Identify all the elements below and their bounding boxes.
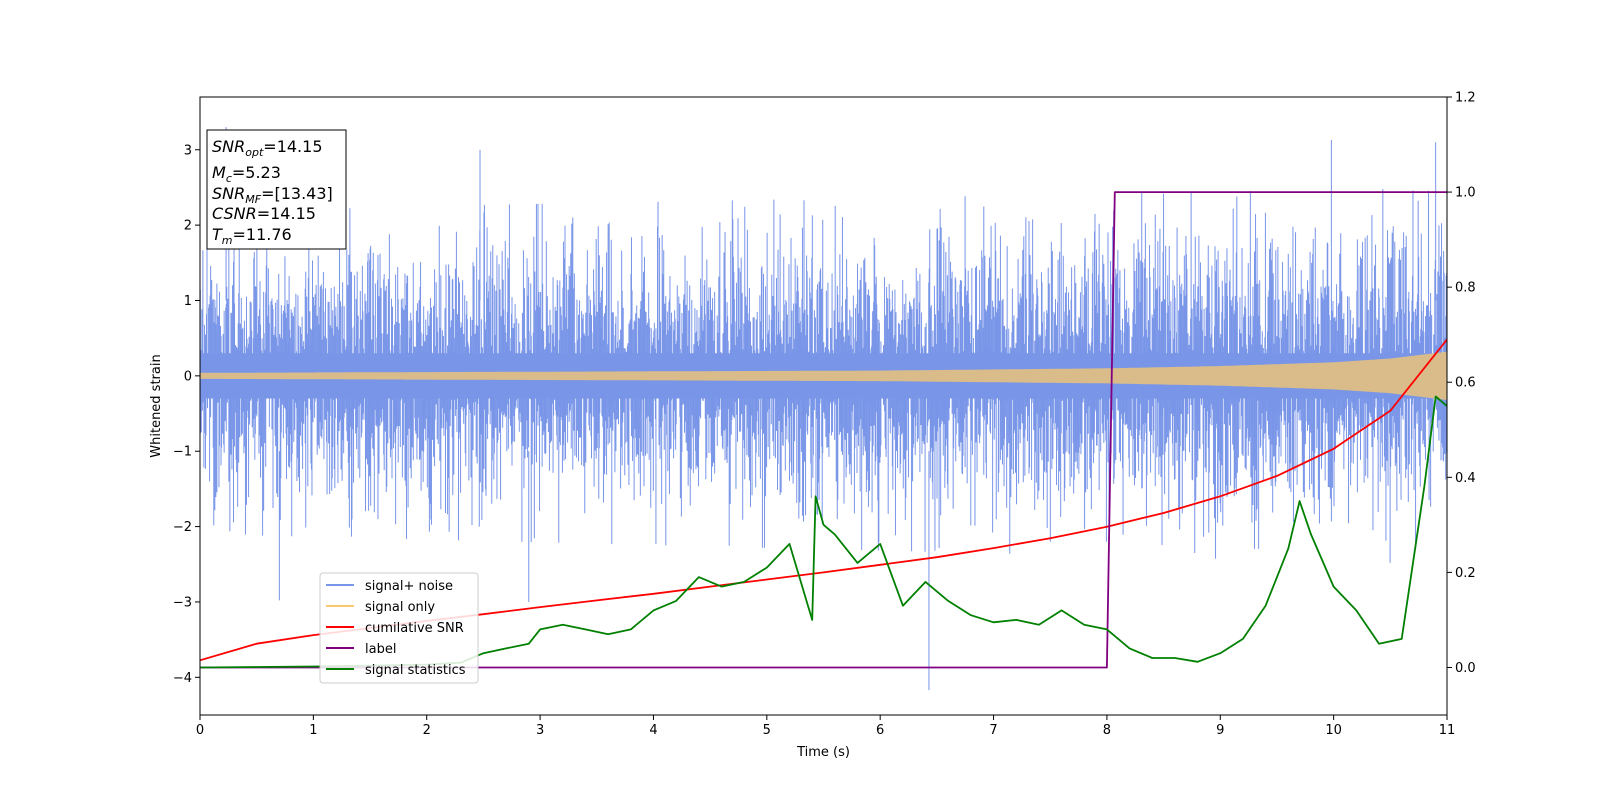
annotation-line-snr-mf: SNRMF=[13.43]	[212, 184, 333, 206]
y-tick-label: −3	[173, 595, 192, 610]
legend-frame	[319, 572, 479, 684]
y2-tick-label: 1.2	[1455, 91, 1476, 106]
y2-tick-label: 0.0	[1455, 661, 1476, 676]
legend: signal+ noise signal only cumilative SNR…	[319, 572, 479, 684]
annotation-line-mc: Mc=5.23	[212, 163, 281, 185]
y2-tick-label: 0.8	[1455, 281, 1476, 296]
axes-layer: 0 1 2 3 4 5 6 7 8 9 10 11 −4 −3 −2 −1 0 1 2 3 0.0 0.2 0.4 0.6 0.…	[173, 91, 1476, 739]
y-axis-title: Whitened strain	[149, 354, 164, 457]
plot-frame	[199, 96, 1448, 716]
y-tick-label: 2	[184, 219, 192, 234]
x-tick-label: 4	[649, 723, 657, 738]
annotation-line-snr-opt: SNRopt=14.15	[212, 137, 323, 159]
annotation-line-csnr: CSNR=14.15	[212, 204, 316, 223]
legend-label-cumulative-snr: cumilative SNR	[365, 621, 464, 636]
y-tick-label: −1	[173, 445, 192, 460]
y-tick-label: −4	[173, 671, 192, 686]
x-tick-label: 0	[196, 723, 204, 738]
annotation-line-tm: Tm=11.76	[212, 225, 292, 247]
x-tick-label: 11	[1439, 723, 1456, 738]
y-tick-label: 3	[184, 143, 192, 158]
y2-tick-label: 0.6	[1455, 376, 1476, 391]
y2-tick-label: 0.4	[1455, 471, 1476, 486]
y-tick-label: −2	[173, 520, 192, 535]
legend-label-signal-statistics: signal statistics	[365, 663, 466, 678]
x-tick-label: 3	[536, 723, 544, 738]
legend-label-signal-only: signal only	[365, 600, 435, 615]
series-signal-statistics	[200, 395, 1447, 669]
y-tick-label: 1	[184, 294, 192, 309]
x-tick-label: 2	[423, 723, 431, 738]
annotation-frame	[206, 129, 347, 250]
x-tick-label: 10	[1325, 723, 1342, 738]
x-axis-title: Time (s)	[796, 745, 850, 760]
x-tick-label: 1	[309, 723, 317, 738]
x-tick-label: 8	[1103, 723, 1111, 738]
y-tick-label: 0	[184, 369, 192, 384]
y2-tick-label: 0.2	[1455, 566, 1476, 581]
x-tick-label: 7	[989, 723, 997, 738]
x-tick-label: 5	[763, 723, 771, 738]
y2-tick-label: 1.0	[1455, 186, 1476, 201]
x-tick-label: 6	[876, 723, 884, 738]
legend-label-signal-noise: signal+ noise	[365, 579, 453, 594]
stats-annotation-box: SNRopt=14.15 Mc=5.23 SNRMF=[13.43] CSNR=…	[206, 129, 347, 250]
legend-label-label: label	[365, 642, 396, 657]
series-label	[200, 191, 1447, 669]
x-tick-label: 9	[1216, 723, 1224, 738]
